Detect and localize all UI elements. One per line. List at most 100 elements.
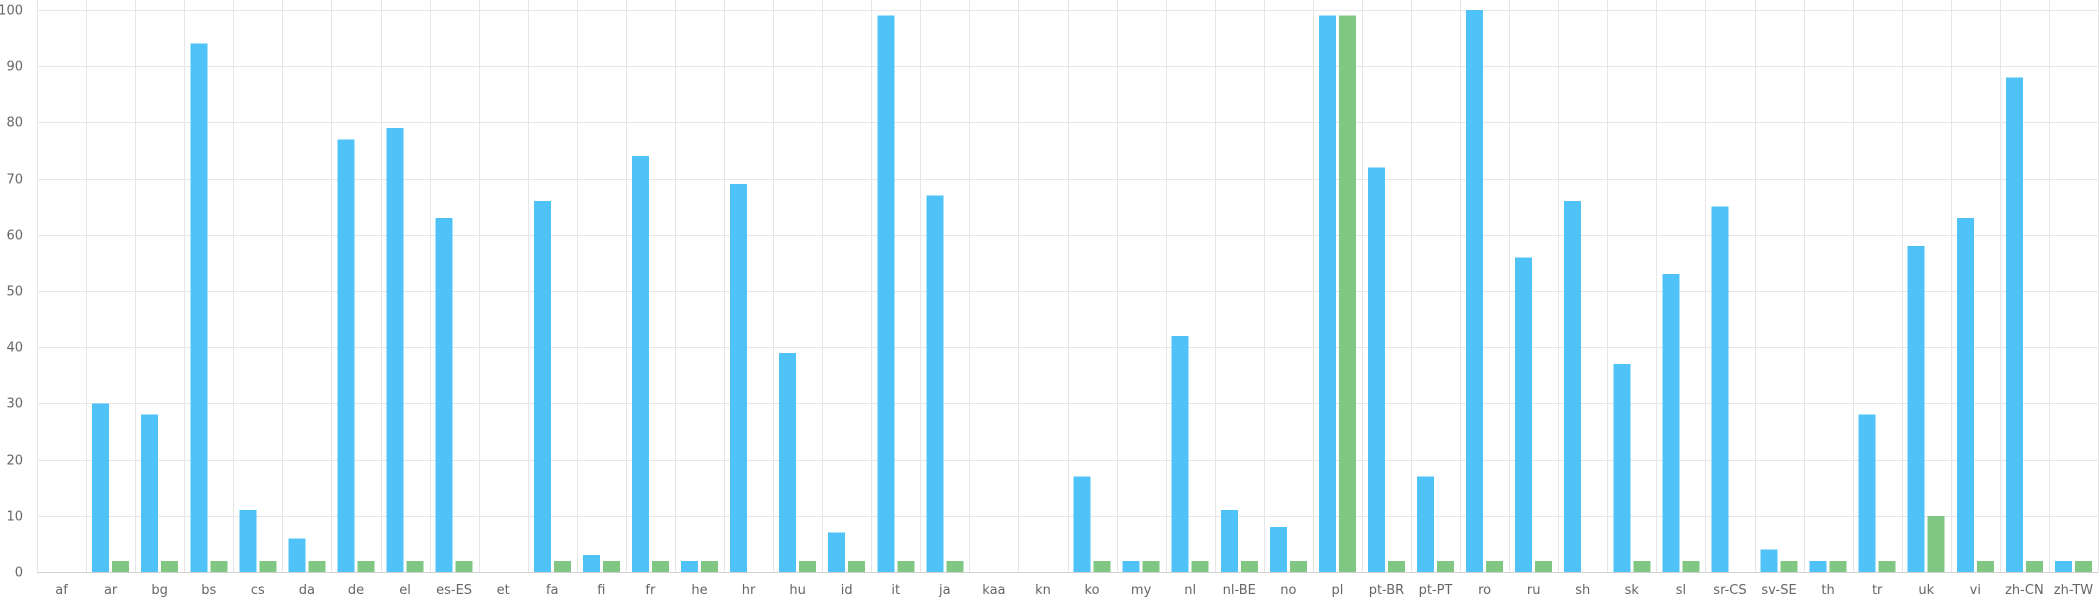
x-tick-label: it <box>891 583 900 598</box>
bar-fr-series-1 <box>631 156 649 572</box>
x-tick-label: tr <box>1872 583 1883 598</box>
y-axis: 0 10 20 30 40 50 60 70 80 90 100 <box>0 4 23 581</box>
bar-my-series-1 <box>1122 560 1140 572</box>
bar-bg-series-1 <box>141 414 159 572</box>
bar-zh-CN-series-1 <box>2005 77 2023 573</box>
bar-fr-series-2 <box>651 560 669 572</box>
bar-id-series-2 <box>848 560 866 572</box>
bar-es-ES-series-1 <box>435 217 453 572</box>
bar-pt-PT-series-2 <box>1437 560 1454 572</box>
bar-th-series-2 <box>1829 560 1847 572</box>
x-tick-label: pt-PT <box>1419 583 1453 598</box>
y-tick-label: 20 <box>6 454 23 469</box>
bar-bg-series-2 <box>161 560 179 572</box>
x-tick-label: ja <box>938 583 951 598</box>
bar-ja-series-1 <box>926 195 944 572</box>
grid-layer <box>37 0 2099 573</box>
x-tick-label: id <box>841 583 853 598</box>
bar-no-series-2 <box>1289 560 1307 572</box>
x-tick-label: ru <box>1527 583 1541 598</box>
x-tick-label: no <box>1280 583 1296 598</box>
bar-nl-BE-series-1 <box>1220 510 1238 572</box>
bar-sr-CS-series-1 <box>1711 206 1729 572</box>
y-tick-label: 60 <box>6 229 23 244</box>
bar-he-series-1 <box>681 560 698 572</box>
bar-cs-series-1 <box>239 510 257 572</box>
bar-el-series-2 <box>406 560 424 572</box>
x-tick-label: fa <box>546 583 559 598</box>
x-tick-label: ko <box>1085 583 1100 598</box>
x-tick-label: hr <box>742 583 756 598</box>
bar-hr-series-1 <box>730 184 747 572</box>
bar-sv-SE-series-1 <box>1760 549 1778 572</box>
bar-ja-series-2 <box>946 560 964 572</box>
bar-it-series-2 <box>897 560 915 572</box>
x-tick-label: el <box>399 583 411 598</box>
bar-pl-series-2 <box>1338 15 1356 573</box>
x-tick-label: bg <box>151 583 168 598</box>
bar-id-series-1 <box>828 532 846 572</box>
bar-sl-series-2 <box>1682 560 1700 572</box>
x-tick-label: sl <box>1676 583 1686 598</box>
bar-pt-BR-series-2 <box>1388 560 1405 572</box>
bar-sk-series-2 <box>1633 560 1651 572</box>
bar-ar-series-1 <box>92 403 110 572</box>
x-tick-label: nl-BE <box>1223 583 1256 598</box>
bar-he-series-2 <box>701 560 718 572</box>
bar-uk-series-2 <box>1927 515 1945 572</box>
bar-fa-series-1 <box>533 201 551 572</box>
y-tick-label: 80 <box>6 116 23 131</box>
y-tick-label: 40 <box>6 341 23 356</box>
bar-vi-series-1 <box>1956 217 1974 572</box>
bar-de-series-1 <box>337 139 355 573</box>
bar-my-series-2 <box>1142 560 1160 572</box>
y-tick-label: 90 <box>6 60 23 75</box>
bar-nl-BE-series-2 <box>1240 560 1258 572</box>
bar-cs-series-2 <box>259 560 277 572</box>
x-tick-label: pl <box>1331 583 1343 598</box>
x-tick-label: zh-TW <box>2054 583 2094 598</box>
x-axis: af ar bg bs cs da de el es-ES et fa fi fr he hr hu id it j… <box>55 583 2093 598</box>
y-tick-label: 100 <box>0 4 23 19</box>
bar-bs-series-2 <box>210 560 228 572</box>
bar-ru-series-1 <box>1515 257 1533 572</box>
x-tick-label: nl <box>1184 583 1196 598</box>
bar-ko-series-1 <box>1073 476 1091 572</box>
bar-fi-series-2 <box>602 560 620 572</box>
bar-pl-series-1 <box>1318 15 1336 573</box>
x-tick-label: zh-CN <box>2005 583 2044 598</box>
bar-ko-series-2 <box>1093 560 1111 572</box>
bar-hu-series-1 <box>779 352 797 572</box>
x-tick-label: ar <box>104 583 118 598</box>
bars-layer <box>92 10 2092 573</box>
bar-ar-series-2 <box>112 560 130 572</box>
x-tick-label: kn <box>1035 583 1051 598</box>
bar-pt-PT-series-1 <box>1417 476 1434 572</box>
x-tick-label: sv-SE <box>1761 583 1796 598</box>
bar-fi-series-1 <box>582 555 600 572</box>
bar-ro-series-2 <box>1486 560 1504 572</box>
bar-vi-series-2 <box>1976 560 1994 572</box>
x-tick-label: vi <box>1970 583 1981 598</box>
bar-es-ES-series-2 <box>455 560 473 572</box>
bar-sk-series-1 <box>1613 364 1631 572</box>
x-tick-label: es-ES <box>436 583 472 598</box>
x-tick-label: uk <box>1918 583 1934 598</box>
x-tick-label: sh <box>1575 583 1590 598</box>
bar-el-series-1 <box>386 128 404 572</box>
bar-ro-series-1 <box>1466 10 1484 572</box>
x-tick-label: cs <box>251 583 265 598</box>
y-tick-label: 50 <box>6 285 23 300</box>
bar-hu-series-2 <box>799 560 817 572</box>
bar-th-series-1 <box>1809 560 1827 572</box>
bar-sh-series-1 <box>1564 201 1582 572</box>
x-tick-label: pt-BR <box>1369 583 1405 598</box>
x-tick-label: fr <box>645 583 656 598</box>
bar-zh-CN-series-2 <box>2025 560 2043 572</box>
bar-sv-SE-series-2 <box>1780 560 1798 572</box>
bar-bs-series-1 <box>190 43 208 572</box>
bar-sl-series-1 <box>1662 274 1680 572</box>
x-tick-label: bs <box>201 583 216 598</box>
